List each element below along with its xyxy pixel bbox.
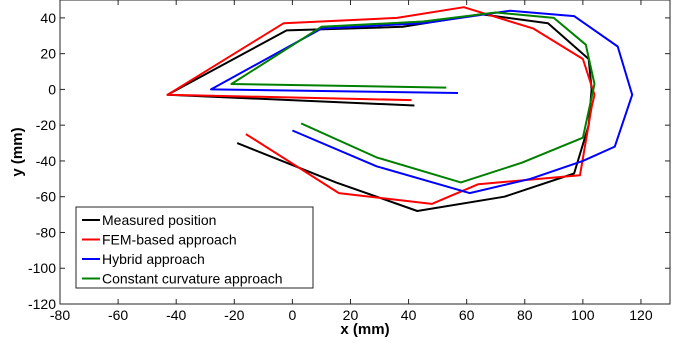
x-tick-label: 100	[571, 307, 595, 323]
x-tick-label: -40	[166, 307, 186, 323]
y-tick-label: -40	[36, 153, 56, 169]
x-tick-label: 80	[517, 307, 533, 323]
series-line-1	[166, 13, 593, 212]
y-tick-label: -120	[28, 296, 56, 312]
x-tick-label: -80	[50, 307, 70, 323]
series-line-4	[230, 11, 596, 184]
legend: Measured position FEM-based approach Hybri…	[75, 206, 314, 289]
y-axis-label: y (mm)	[9, 127, 26, 176]
series-line-3	[210, 9, 634, 195]
legend-label-2: FEM-based approach	[102, 232, 237, 248]
legend-box	[75, 206, 314, 289]
x-tick-label: 20	[343, 307, 359, 323]
legend-label-3: Hybrid approach	[102, 251, 205, 267]
x-tick-label: 120	[629, 307, 653, 323]
y-tick-label: 20	[40, 46, 56, 62]
y-tick-label: -100	[28, 260, 56, 276]
y-tick-label: -60	[36, 189, 56, 205]
x-tick-label: -60	[108, 307, 128, 323]
y-tick-label: -20	[36, 117, 56, 133]
legend-entries: Measured position FEM-based approach Hybri…	[82, 212, 283, 287]
x-tick-label: 40	[401, 307, 417, 323]
y-tick-label: 0	[48, 81, 56, 97]
legend-label-4: Constant curvature approach	[102, 271, 283, 287]
axes-box	[59, 0, 671, 305]
plot-lines	[166, 6, 634, 212]
axis-ticks: -80 -60 -40 -20 0 20 40 60 80 100 120 -120 -100 -80 -6…	[28, 0, 670, 323]
y-tick-label: -80	[36, 224, 56, 240]
x-tick-label: 60	[459, 307, 475, 323]
x-tick-label: -20	[224, 307, 244, 323]
series-line-2	[166, 6, 596, 205]
x-tick-label: 0	[288, 307, 296, 323]
x-axis-label: x (mm)	[340, 321, 389, 338]
legend-label-1: Measured position	[102, 212, 216, 228]
y-tick-label: 40	[40, 10, 56, 26]
